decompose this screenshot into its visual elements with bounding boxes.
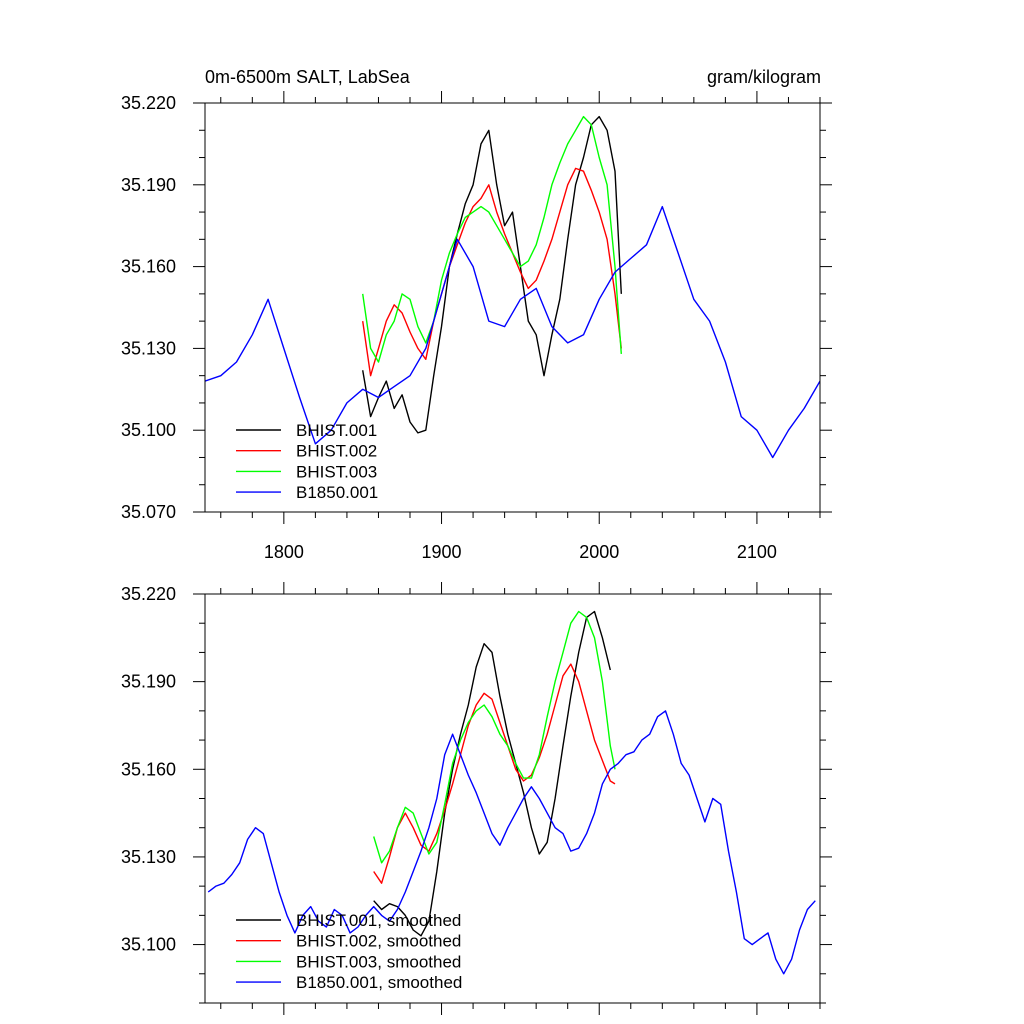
- y-tick-label: 35.190: [121, 175, 176, 195]
- legend-label: BHIST.001: [296, 421, 377, 440]
- plot-frame: [204, 102, 821, 513]
- series-group: [207, 610, 816, 975]
- legend-label: BHIST.002, smoothed: [296, 932, 461, 951]
- legend-label: BHIST.002: [296, 442, 377, 461]
- legend-label: BHIST.003, smoothed: [296, 952, 461, 971]
- series-line-4: [205, 205, 820, 459]
- y-tick-label: 35.130: [121, 847, 176, 867]
- x-tick-label: 1800: [264, 542, 304, 562]
- series-line-1: [373, 610, 611, 937]
- series-line-3: [373, 610, 616, 864]
- series-line-4: [207, 710, 816, 975]
- series-group: [205, 115, 820, 459]
- legend-label: BHIST.001, smoothed: [296, 911, 461, 930]
- y-tick-label: 35.100: [121, 420, 176, 440]
- y-tick-label: 35.160: [121, 257, 176, 277]
- legend: BHIST.001, smoothed BHIST.002, smoothedBH…: [236, 911, 462, 992]
- x-tick-label: 2000: [579, 542, 619, 562]
- y-tick-label: 35.070: [121, 502, 176, 522]
- panel-title: 0m-6500m SALT, LabSea: [205, 67, 411, 87]
- legend-label: B1850.001, smoothed: [296, 973, 462, 992]
- units-label: gram/kilogram: [707, 67, 821, 87]
- series-line-3: [362, 115, 622, 363]
- legend-label: B1850.001: [296, 483, 378, 502]
- y-tick-label: 35.220: [121, 93, 176, 113]
- x-tick-label: 1900: [422, 542, 462, 562]
- series-line-2: [362, 167, 622, 377]
- y-tick-label: 35.130: [121, 338, 176, 358]
- series-line-2: [373, 663, 616, 884]
- top-panel: 1800 1900 2000 2100 35.070 35.100 35.130 35.160…: [121, 91, 832, 562]
- y-tick-label: 35.190: [121, 672, 176, 692]
- y-tick-label: 35.160: [121, 759, 176, 779]
- y-tick-label: 35.100: [121, 935, 176, 955]
- x-tick-label: 2100: [737, 542, 777, 562]
- series-line-1: [362, 115, 622, 434]
- y-tick-label: 35.220: [121, 584, 176, 604]
- bottom-panel: 35.100 35.130 35.160 35.190 35.220 BHIST.001,…: [121, 582, 832, 1015]
- legend-label: BHIST.003: [296, 462, 377, 481]
